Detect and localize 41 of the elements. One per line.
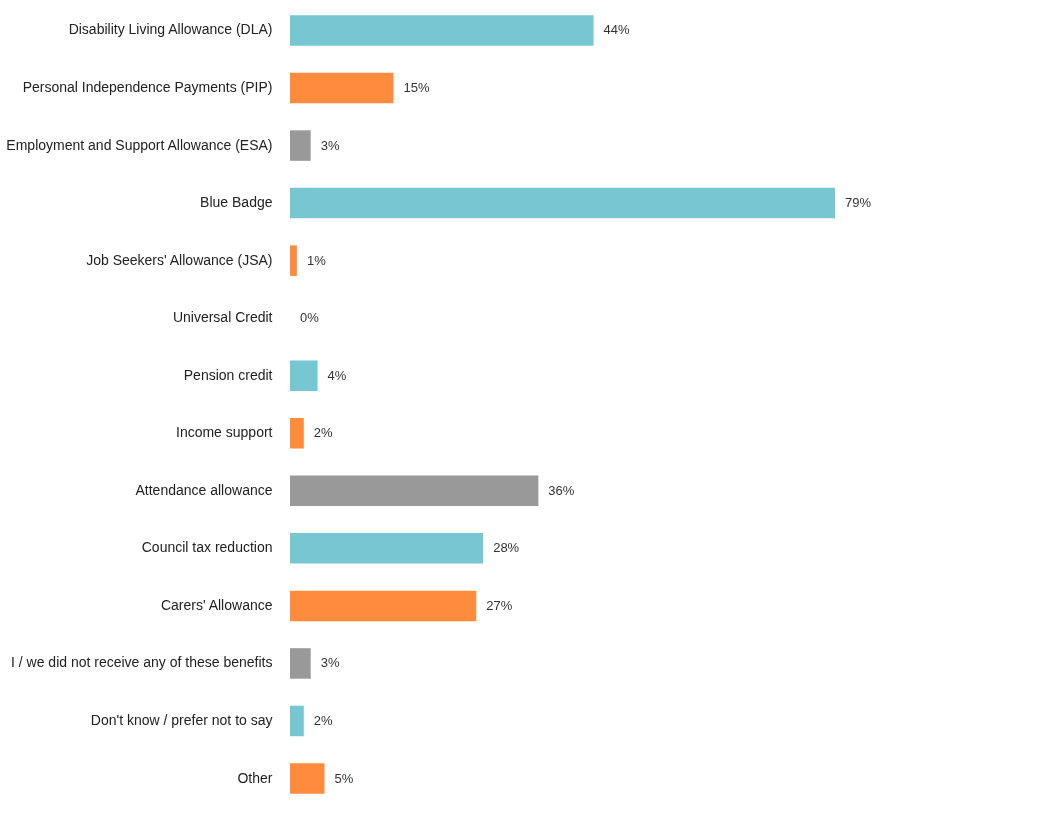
bar xyxy=(290,15,594,46)
data-label: 27% xyxy=(486,597,513,613)
bar xyxy=(290,72,394,104)
data-label: 44% xyxy=(603,22,630,38)
data-label: 79% xyxy=(845,195,872,211)
bar xyxy=(290,418,304,449)
y-tick-label: Job Seekers' Allowance (JSA) xyxy=(86,251,273,268)
y-tick-label: Blue Badge xyxy=(200,194,273,211)
data-label: 2% xyxy=(313,425,334,441)
y-tick-label: Income support xyxy=(176,424,273,441)
bar xyxy=(290,533,484,564)
y-tick-label: Other xyxy=(237,769,273,786)
bar xyxy=(290,763,325,794)
bar xyxy=(290,245,297,276)
y-tick-label: Don't know / prefer not to say xyxy=(90,711,273,728)
y-tick-label: I / we did not receive any of these benefits xyxy=(11,654,273,671)
y-tick-label: Universal Credit xyxy=(172,309,273,326)
bar xyxy=(290,130,311,161)
bar xyxy=(290,648,311,679)
y-tick-label: Attendance allowance xyxy=(135,481,273,498)
bar xyxy=(290,590,477,622)
data-label: 0% xyxy=(300,310,320,326)
y-tick-label: Disability Living Allowance (DLA) xyxy=(68,21,273,38)
y-tick-label: Personal Independence Payments (PIP) xyxy=(22,79,273,96)
y-tick-label: Carers' Allowance xyxy=(160,596,273,613)
bar xyxy=(290,360,318,391)
data-label: 2% xyxy=(313,712,334,728)
data-label: 15% xyxy=(403,80,430,96)
data-label: 28% xyxy=(493,540,520,556)
data-label: 36% xyxy=(548,482,575,498)
bar xyxy=(290,187,835,219)
data-label: 3% xyxy=(320,137,340,153)
y-tick-label: Pension credit xyxy=(183,366,273,383)
data-label: 4% xyxy=(327,367,347,383)
y-tick-label: Council tax reduction xyxy=(141,539,273,556)
bar xyxy=(290,705,304,737)
data-label: 3% xyxy=(320,655,340,671)
y-tick-label: Employment and Support Allowance (ESA) xyxy=(6,136,273,153)
data-label: 1% xyxy=(306,252,327,268)
data-label: 5% xyxy=(334,770,354,786)
bar xyxy=(290,475,539,507)
